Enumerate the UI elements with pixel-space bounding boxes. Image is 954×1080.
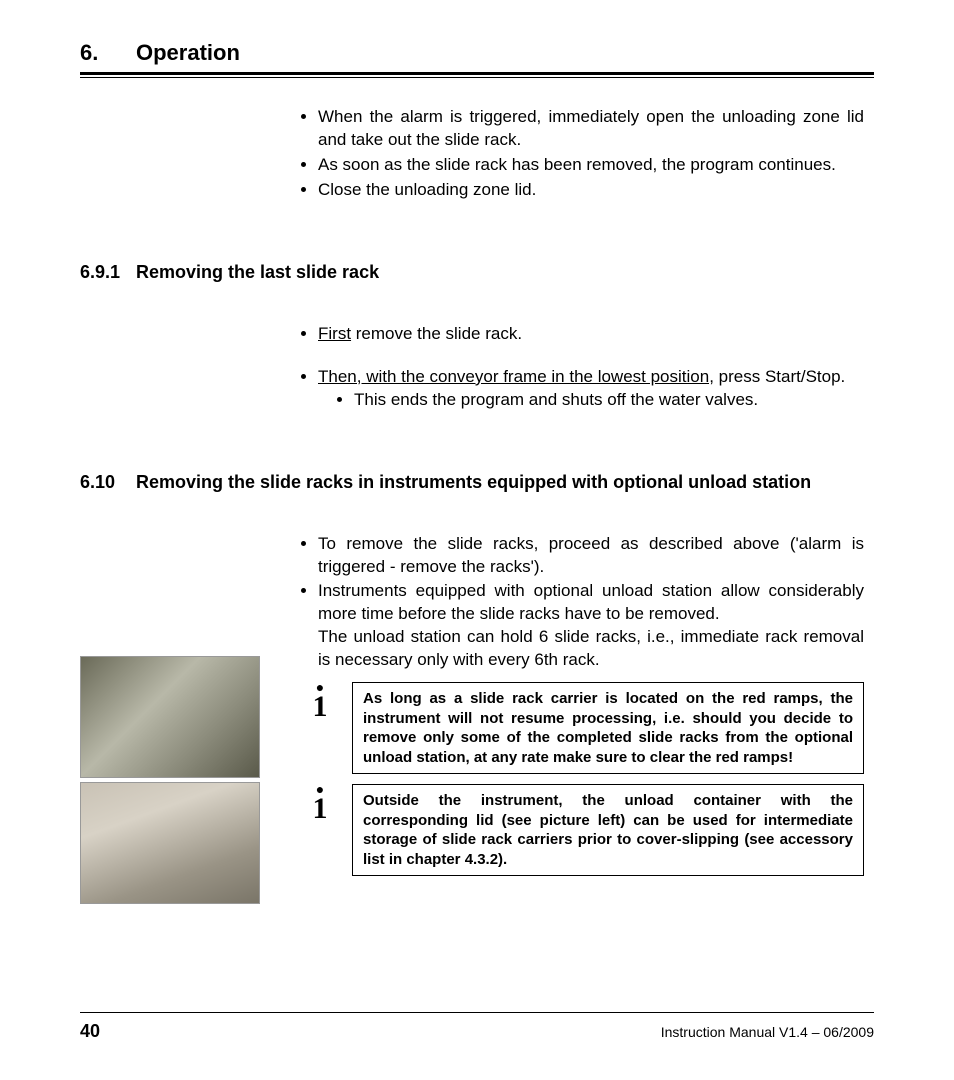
body-text: Instruments equipped with optional unloa… [318, 581, 864, 623]
photo-column [80, 656, 260, 908]
list-item: Instruments equipped with optional unloa… [318, 580, 864, 672]
page-number: 40 [80, 1021, 100, 1042]
page-footer: 40 Instruction Manual V1.4 – 06/2009 [80, 1012, 874, 1042]
list-item: Then, with the conveyor frame in the low… [318, 366, 864, 412]
body-text: remove the slide rack. [351, 324, 522, 343]
manual-version: Instruction Manual V1.4 – 06/2009 [661, 1024, 874, 1040]
note-row-2: ●1 Outside the instrument, the unload co… [300, 784, 864, 876]
section-number: 6.9.1 [80, 262, 136, 283]
intro-bullet: Close the unloading zone lid. [318, 179, 864, 202]
intro-block: When the alarm is triggered, immediately… [300, 106, 864, 202]
section-number: 6.10 [80, 472, 136, 493]
section-610-body: To remove the slide racks, proceed as de… [300, 533, 864, 673]
nested-item: This ends the program and shuts off the … [354, 389, 864, 412]
photo-rack-open [80, 656, 260, 778]
list-item: To remove the slide racks, proceed as de… [318, 533, 864, 579]
section-691-body: First remove the slide rack. Then, with … [300, 323, 864, 412]
intro-bullet: As soon as the slide rack has been remov… [318, 154, 864, 177]
body-text: The unload station can hold 6 slide rack… [318, 627, 864, 669]
intro-bullet: When the alarm is triggered, immediately… [318, 106, 864, 152]
chapter-header: 6.Operation [80, 40, 874, 75]
note-box: Outside the instrument, the unload conta… [352, 784, 864, 876]
info-icon: ●1 [300, 784, 340, 824]
underline-text: Then, with the conveyor frame in the low… [318, 367, 714, 386]
section-title: Removing the last slide rack [136, 262, 379, 282]
chapter-title: Operation [136, 40, 240, 65]
header-rule [80, 77, 874, 78]
note-row-1: ●1 As long as a slide rack carrier is lo… [300, 682, 864, 774]
section-610-heading: 6.10Removing the slide racks in instrume… [80, 472, 874, 493]
underline-text: First [318, 324, 351, 343]
photo-rack-closed [80, 782, 260, 904]
list-item: First remove the slide rack. [318, 323, 864, 346]
section-691-heading: 6.9.1Removing the last slide rack [80, 262, 874, 283]
section-title: Removing the slide racks in instruments … [136, 472, 811, 492]
chapter-number: 6. [80, 40, 136, 66]
note-box: As long as a slide rack carrier is locat… [352, 682, 864, 774]
body-text: press Start/Stop. [714, 367, 845, 386]
info-icon: ●1 [300, 682, 340, 722]
